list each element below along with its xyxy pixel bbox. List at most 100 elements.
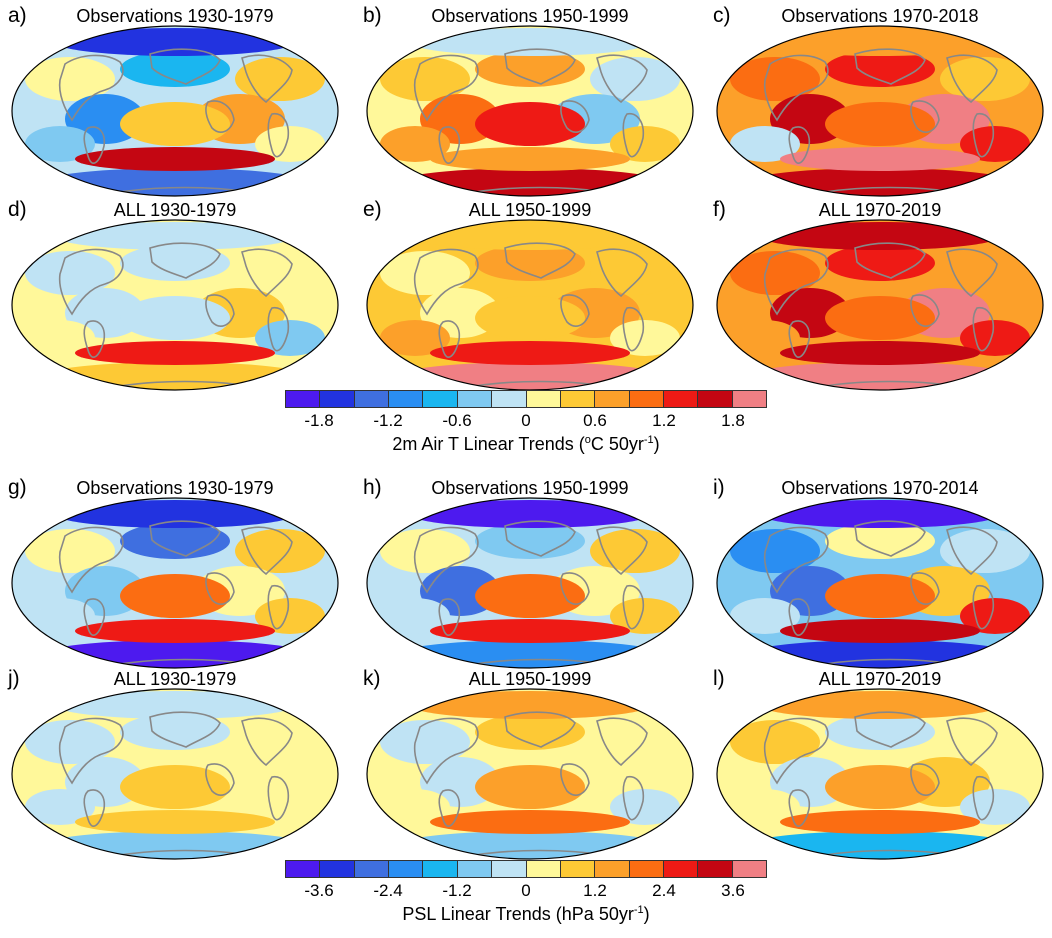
panel-title: Observations 1970-2018 <box>781 6 979 26</box>
colorbar-segment <box>492 391 527 407</box>
trend-patch <box>825 51 935 87</box>
trend-patch <box>730 57 820 101</box>
trend-patch <box>25 789 95 825</box>
panel-k: k) ALL 1950-1999 <box>363 665 695 865</box>
coastline <box>560 100 590 133</box>
map-outline <box>366 688 694 860</box>
colorbar-segment <box>492 861 527 877</box>
temperature-colorbar-ticks: -1.8 -1.2 -0.6 0 0.6 1.2 1.8 <box>285 411 767 431</box>
colorbar-segment <box>595 391 630 407</box>
trend-patch <box>120 523 230 559</box>
trend-patch <box>825 523 935 559</box>
panel-title: ALL 1950-1999 <box>468 669 592 689</box>
trend-patch <box>75 810 275 834</box>
coastline <box>438 320 461 359</box>
pressure-colorbar-ticks: -3.6 -2.4 -1.2 0 1.2 2.4 3.6 <box>285 881 767 901</box>
colorbar-segment <box>423 391 458 407</box>
colorbar-segment <box>560 391 596 407</box>
colorbar-segment <box>698 391 733 407</box>
coastline <box>413 248 479 316</box>
trend-patch <box>25 598 95 634</box>
coastline <box>972 307 995 352</box>
coastline <box>854 520 926 557</box>
colorbar-segment <box>663 861 699 877</box>
map-outline <box>366 497 694 669</box>
coastline <box>946 526 998 576</box>
coastline <box>622 307 645 352</box>
coastline <box>205 763 235 796</box>
trend-patch <box>75 147 275 171</box>
trend-patch <box>235 720 325 764</box>
trend-patch <box>120 765 230 809</box>
panel-e: e) ALL 1950-1999 <box>363 196 695 396</box>
trend-patch <box>825 102 935 146</box>
colorbar-segment <box>560 861 596 877</box>
panel-c: c) Observations 1970-2018 <box>713 2 1045 202</box>
trend-patch <box>410 500 650 528</box>
title-unit: C 50yr <box>590 434 644 454</box>
coastline <box>946 717 998 767</box>
temperature-colorbar-title: 2m Air T Linear Trends (oC 50yr-1) <box>0 434 1052 455</box>
trend-patch <box>55 28 295 56</box>
coastline <box>763 717 829 785</box>
panel-title: Observations 1970-2014 <box>781 478 979 498</box>
coastline <box>910 572 940 605</box>
panel-g: g) Observations 1930-1979 <box>8 474 340 674</box>
panel-h: h) Observations 1950-1999 <box>363 474 695 674</box>
coastline <box>413 54 479 122</box>
map-outline <box>11 219 339 391</box>
coastline <box>504 711 576 748</box>
trend-patch <box>825 296 935 340</box>
panel-label: d) <box>8 198 27 221</box>
pressure-colorbar-title: PSL Linear Trends (hPa 50yr-1) <box>0 904 1052 925</box>
trend-patch <box>55 222 295 250</box>
trend-patch <box>25 720 115 764</box>
trend-patch <box>120 102 230 146</box>
coastline <box>149 48 221 85</box>
tick-label: 1.2 <box>652 411 676 430</box>
coastline <box>241 54 293 104</box>
coastline <box>267 585 290 630</box>
panel-label: e) <box>363 198 382 221</box>
trend-patch <box>475 765 585 809</box>
map-temperature-all-1970 <box>716 219 1044 391</box>
map-pressure-all-1930 <box>11 688 339 860</box>
colorbar-segment <box>629 391 664 407</box>
tick-label: 3.6 <box>721 881 745 900</box>
colorbar-segment <box>286 861 321 877</box>
trend-patch <box>120 296 230 340</box>
panel-j: j) ALL 1930-1979 <box>8 665 340 865</box>
panel-b: b) Observations 1950-1999 <box>363 2 695 202</box>
map-outline <box>716 497 1044 669</box>
trend-patch <box>235 529 325 573</box>
panel-title: ALL 1930-1979 <box>113 669 237 689</box>
panel-label: g) <box>8 476 27 499</box>
trend-patch <box>410 222 650 250</box>
trend-patch <box>235 251 325 295</box>
trend-patch <box>590 529 680 573</box>
title-text: 2m Air T Linear Trends ( <box>392 434 585 454</box>
coastline <box>58 54 124 122</box>
colorbar-segment <box>526 391 561 407</box>
colorbar-segment <box>389 861 424 877</box>
panel-title: ALL 1970-2019 <box>818 669 942 689</box>
tick-label: -3.6 <box>304 881 334 900</box>
coastline <box>504 48 576 85</box>
colorbar-segment <box>354 391 390 407</box>
coastline <box>149 242 221 279</box>
trend-patch <box>825 574 935 618</box>
coastline <box>149 711 221 748</box>
map-pressure-obs-1930 <box>11 497 339 669</box>
trend-patch <box>730 529 820 573</box>
coastline <box>910 294 940 327</box>
trend-patch <box>475 245 585 281</box>
trend-patch <box>730 320 800 356</box>
trend-patch <box>940 57 1030 101</box>
colorbar-segment <box>732 391 767 407</box>
trend-patch <box>75 341 275 365</box>
panel-label: j) <box>8 667 20 690</box>
trend-patch <box>730 598 800 634</box>
title-text: PSL Linear Trends (hPa 50yr <box>402 904 634 924</box>
trend-patch <box>730 126 800 162</box>
map-pressure-obs-1970 <box>716 497 1044 669</box>
